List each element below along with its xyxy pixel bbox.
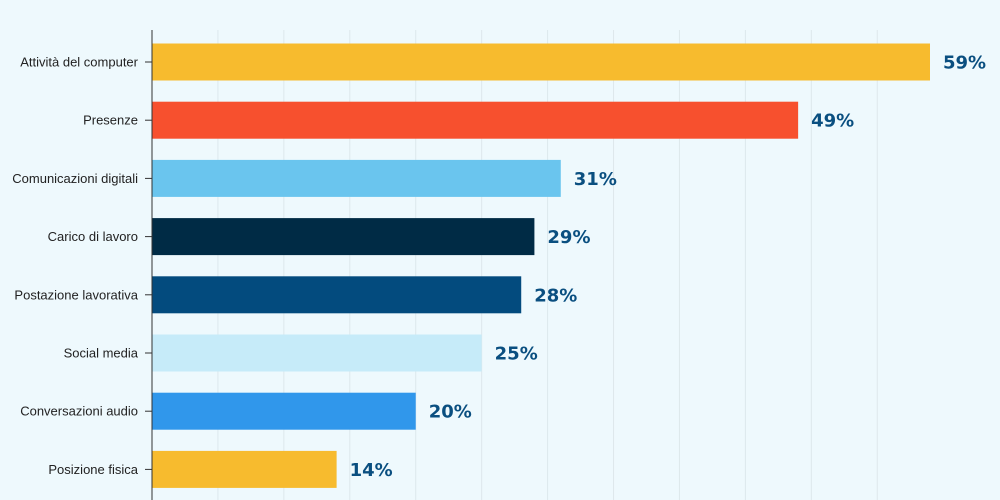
bar xyxy=(152,218,535,256)
bars xyxy=(152,43,930,488)
value-labels: 59% 49% 31% 29% 28% 25% 20% 14% xyxy=(350,53,986,481)
bar xyxy=(152,276,522,314)
bar xyxy=(152,101,799,139)
category-label: Attività del computer xyxy=(20,55,138,70)
bar xyxy=(152,392,416,430)
category-label: Comunicazioni digitali xyxy=(12,171,138,186)
value-label: 28% xyxy=(534,285,577,306)
value-label: 25% xyxy=(495,344,538,365)
category-label: Postazione lavorativa xyxy=(14,287,138,302)
bar xyxy=(152,334,482,372)
category-label: Conversazioni audio xyxy=(20,404,138,419)
value-label: 14% xyxy=(350,460,393,481)
value-label: 59% xyxy=(943,53,986,74)
category-label: Posizione fisica xyxy=(48,462,138,477)
category-label: Carico di lavoro xyxy=(48,229,138,244)
category-label: Presenze xyxy=(83,113,138,128)
value-label: 31% xyxy=(574,169,617,190)
bar xyxy=(152,450,337,488)
bar xyxy=(152,159,561,197)
bar xyxy=(152,43,930,81)
value-label: 29% xyxy=(547,227,590,248)
category-label: Social media xyxy=(64,346,139,361)
y-axis xyxy=(145,30,153,500)
category-labels: Attività del computer Presenze Comunicazio… xyxy=(12,55,138,477)
value-label: 20% xyxy=(429,402,472,423)
value-label: 49% xyxy=(811,111,854,132)
